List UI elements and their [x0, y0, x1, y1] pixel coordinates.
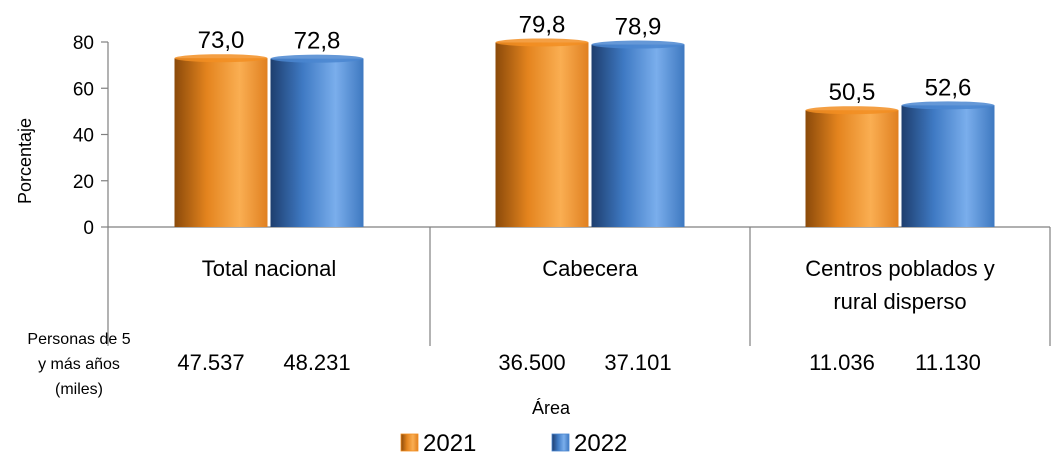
- category-label: Centros poblados y rural disperso: [805, 256, 995, 314]
- table-row-label-line: (miles): [55, 381, 103, 398]
- data-label: 73,0: [198, 27, 245, 54]
- bar-2022-1: [591, 40, 685, 228]
- x-axis-label: Área: [532, 398, 571, 418]
- legend-item-2022: 2022: [551, 430, 627, 457]
- y-axis-label: Porcentaje: [15, 118, 35, 204]
- legend: 2021 2022: [400, 430, 627, 457]
- y-tick-label: 0: [83, 218, 94, 239]
- bar-2022-0: [270, 54, 364, 228]
- bar-2021-0: [174, 54, 268, 227]
- data-label: 79,8: [519, 11, 566, 38]
- data-label: 52,6: [925, 74, 972, 101]
- category-label: Cabecera: [542, 256, 638, 281]
- category-label-line: Centros poblados y: [805, 256, 995, 281]
- legend-swatch: [400, 433, 419, 452]
- y-tick-label: 40: [73, 126, 94, 147]
- legend-item-2021: 2021: [400, 430, 476, 457]
- y-tick-label: 60: [73, 79, 94, 100]
- y-tick-label: 20: [73, 172, 94, 193]
- legend-label: 2021: [423, 430, 476, 457]
- table-cell: 11.130: [915, 350, 981, 375]
- legend-label: 2022: [574, 430, 627, 457]
- table-row-label: Personas de 5 y más años (miles): [27, 331, 130, 398]
- bar-2021-1: [495, 38, 589, 228]
- y-tick-label: 80: [73, 33, 94, 54]
- bar-2022-2: [901, 101, 995, 227]
- table-cell: 36.500: [498, 350, 565, 375]
- table-row-label-line: y más años: [38, 356, 120, 373]
- data-label: 72,8: [294, 28, 341, 55]
- category-label-line: Total nacional: [202, 256, 337, 281]
- table-cell: 48.231: [283, 350, 350, 375]
- table-cell: 11.036: [809, 350, 875, 375]
- category-label-line: rural disperso: [833, 289, 966, 314]
- bar-2021-2: [805, 106, 899, 227]
- table-cell: 37.101: [604, 350, 671, 375]
- legend-swatch: [551, 433, 570, 452]
- data-label: 78,9: [615, 14, 662, 41]
- data-label: 50,5: [829, 79, 876, 106]
- table-row-label-line: Personas de 5: [27, 331, 130, 348]
- table-cell: 47.537: [177, 350, 244, 375]
- category-label-line: Cabecera: [542, 256, 638, 281]
- category-label: Total nacional: [202, 256, 337, 281]
